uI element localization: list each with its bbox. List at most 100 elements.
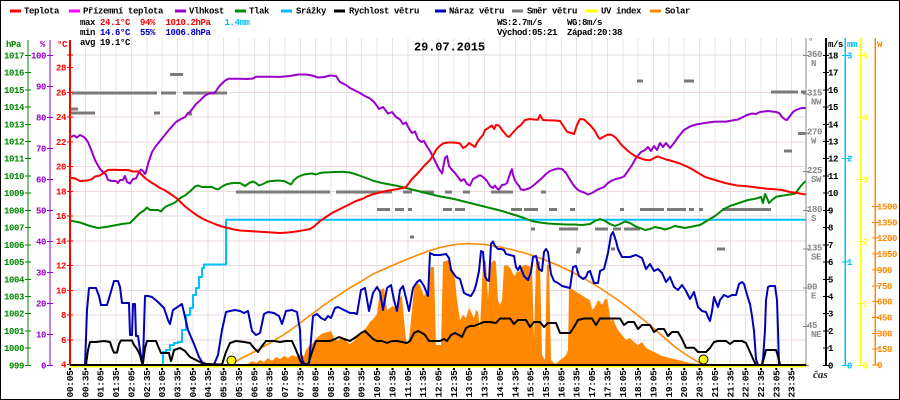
svg-text:°: ° xyxy=(808,37,813,47)
svg-text:3: 3 xyxy=(863,175,868,185)
svg-text:1005: 1005 xyxy=(4,258,24,268)
svg-text:čas: čas xyxy=(813,369,828,381)
svg-text:1007: 1007 xyxy=(4,224,24,234)
svg-text:1008: 1008 xyxy=(4,206,24,216)
svg-text:1013: 1013 xyxy=(4,120,24,130)
svg-text:5: 5 xyxy=(828,275,833,285)
svg-text:0: 0 xyxy=(828,361,833,371)
svg-text:22:05: 22:05 xyxy=(741,370,752,398)
svg-text:E: E xyxy=(811,291,817,301)
svg-text:20:05: 20:05 xyxy=(679,370,690,398)
svg-text:Srážky: Srážky xyxy=(296,7,327,17)
svg-text:Přízemní teplota: Přízemní teplota xyxy=(83,7,164,17)
svg-text:max: max xyxy=(80,18,96,28)
svg-text:2: 2 xyxy=(828,327,833,337)
svg-text:2: 2 xyxy=(863,237,868,247)
svg-text:1: 1 xyxy=(828,344,834,354)
svg-text:05:35: 05:35 xyxy=(234,370,245,398)
svg-text:mm: mm xyxy=(847,40,858,50)
svg-text:55%: 55% xyxy=(140,28,156,38)
svg-text:NE: NE xyxy=(811,330,822,340)
svg-text:06:35: 06:35 xyxy=(265,370,276,398)
svg-text:70: 70 xyxy=(36,144,46,154)
svg-text:1200: 1200 xyxy=(877,234,897,244)
svg-text:17:35: 17:35 xyxy=(602,370,613,398)
svg-text:135: 135 xyxy=(807,244,822,254)
svg-text:UV index: UV index xyxy=(601,7,642,17)
svg-text:60: 60 xyxy=(36,175,46,185)
svg-text:12: 12 xyxy=(828,155,838,165)
svg-text:9: 9 xyxy=(828,206,833,216)
svg-text:14:35: 14:35 xyxy=(510,370,521,398)
svg-text:90: 90 xyxy=(807,282,817,292)
svg-text:12: 12 xyxy=(56,262,66,272)
svg-text:Východ:05:21: Východ:05:21 xyxy=(497,28,558,38)
svg-text:315: 315 xyxy=(807,89,822,99)
svg-text:21:05: 21:05 xyxy=(710,370,721,398)
svg-text:80: 80 xyxy=(36,113,46,123)
svg-text:%: % xyxy=(40,40,46,50)
svg-text:1050: 1050 xyxy=(877,250,897,260)
svg-text:03:35: 03:35 xyxy=(173,370,184,398)
svg-text:W: W xyxy=(877,40,883,50)
svg-text:12:35: 12:35 xyxy=(449,370,460,398)
svg-text:14: 14 xyxy=(828,120,839,130)
svg-text:17: 17 xyxy=(828,69,838,79)
svg-text:3: 3 xyxy=(828,310,833,320)
svg-text:N: N xyxy=(811,59,816,69)
svg-text:S: S xyxy=(811,214,817,224)
svg-text:15:35: 15:35 xyxy=(541,370,552,398)
svg-text:900: 900 xyxy=(877,266,892,276)
svg-text:0: 0 xyxy=(847,361,852,371)
svg-text:13: 13 xyxy=(828,138,838,148)
svg-text:999: 999 xyxy=(9,361,24,371)
svg-text:11: 11 xyxy=(828,172,839,182)
svg-text:16:05: 16:05 xyxy=(556,370,567,398)
svg-text:18:05: 18:05 xyxy=(618,370,629,398)
svg-text:750: 750 xyxy=(877,282,892,292)
svg-text:0: 0 xyxy=(877,361,882,371)
svg-text:08:35: 08:35 xyxy=(326,370,337,398)
svg-text:600: 600 xyxy=(877,298,892,308)
svg-text:10: 10 xyxy=(828,189,838,199)
svg-text:15: 15 xyxy=(828,103,838,113)
svg-text:Rychlost větru: Rychlost větru xyxy=(349,7,419,17)
svg-text:1006: 1006 xyxy=(4,241,24,251)
svg-text:4: 4 xyxy=(863,113,869,123)
svg-text:08:05: 08:05 xyxy=(311,370,322,398)
svg-text:01:35: 01:35 xyxy=(111,370,122,398)
svg-text:Tlak: Tlak xyxy=(249,7,270,17)
svg-text:Západ:20:38: Západ:20:38 xyxy=(567,28,622,38)
svg-text:19:35: 19:35 xyxy=(664,370,675,398)
svg-text:22:35: 22:35 xyxy=(756,370,767,398)
svg-text:NW: NW xyxy=(811,98,822,108)
svg-text:avg: avg xyxy=(80,38,95,48)
svg-text:Směr větru: Směr větru xyxy=(527,7,577,17)
svg-text:14: 14 xyxy=(56,237,67,247)
svg-text:8: 8 xyxy=(61,311,66,321)
svg-text:°C: °C xyxy=(57,40,68,50)
svg-text:4: 4 xyxy=(61,361,67,371)
svg-text:02:35: 02:35 xyxy=(142,370,153,398)
svg-text:1010.2hPa: 1010.2hPa xyxy=(166,18,212,28)
svg-text:07:35: 07:35 xyxy=(295,370,306,398)
svg-text:Vlhkost: Vlhkost xyxy=(189,7,224,17)
svg-text:10:35: 10:35 xyxy=(388,370,399,398)
svg-text:360: 360 xyxy=(807,50,822,60)
svg-text:04:05: 04:05 xyxy=(188,370,199,398)
svg-text:20:35: 20:35 xyxy=(695,370,706,398)
svg-text:2: 2 xyxy=(847,155,852,165)
svg-text:1002: 1002 xyxy=(4,310,24,320)
svg-text:07:05: 07:05 xyxy=(280,370,291,398)
svg-text:14.6°C: 14.6°C xyxy=(100,28,131,38)
svg-text:11:05: 11:05 xyxy=(403,370,414,398)
svg-text:04:35: 04:35 xyxy=(203,370,214,398)
svg-text:6: 6 xyxy=(828,258,833,268)
svg-text:10: 10 xyxy=(36,330,46,340)
svg-text:WS:2.7m/s: WS:2.7m/s xyxy=(497,18,542,28)
svg-text:18: 18 xyxy=(56,187,66,197)
svg-text:09:05: 09:05 xyxy=(341,370,352,398)
svg-text:30: 30 xyxy=(36,268,46,278)
svg-text:24: 24 xyxy=(56,113,67,123)
svg-text:4: 4 xyxy=(828,293,834,303)
